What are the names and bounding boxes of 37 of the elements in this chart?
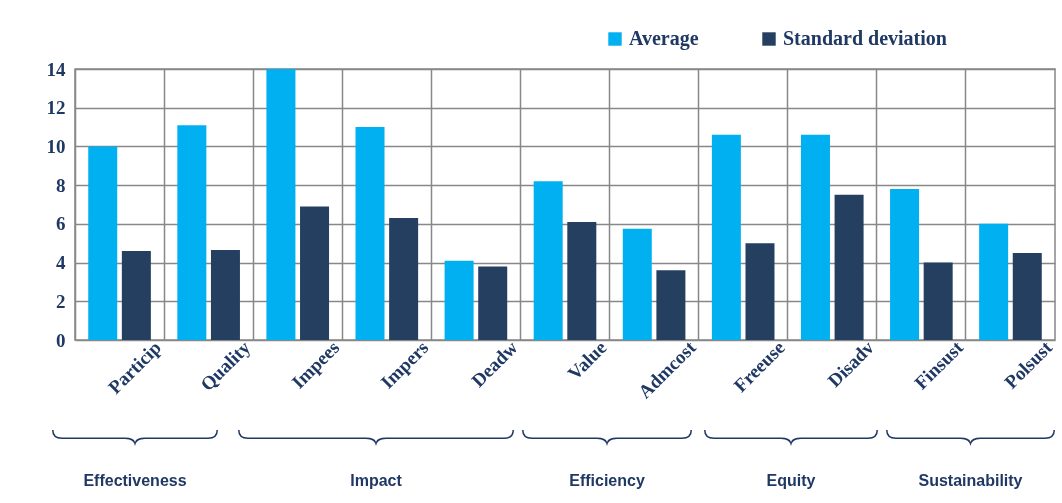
text: Sustainability <box>918 472 1023 490</box>
legend-label: Average <box>629 27 699 50</box>
y-tick-label: 0 <box>56 329 66 351</box>
text: Impact <box>350 472 402 490</box>
bar <box>533 181 563 340</box>
bar <box>923 262 953 340</box>
y-tick-label: 10 <box>46 135 66 157</box>
bar <box>890 189 920 340</box>
bar <box>800 134 830 340</box>
y-tick-label: 12 <box>46 97 66 119</box>
bar <box>210 249 240 340</box>
bar <box>745 243 775 340</box>
bar <box>121 250 151 340</box>
bar <box>834 194 864 340</box>
bar <box>88 146 118 340</box>
bar <box>711 134 741 340</box>
y-tick-label: 2 <box>56 290 66 312</box>
bar <box>355 127 385 340</box>
bar <box>444 260 474 340</box>
bar <box>567 221 597 340</box>
bar <box>656 270 686 340</box>
bar <box>266 69 296 340</box>
bar <box>389 218 419 340</box>
bar <box>1012 252 1042 340</box>
y-tick-label: 14 <box>46 58 66 80</box>
bar <box>478 266 508 340</box>
text: Efficiency <box>569 472 645 490</box>
text: Effectiveness <box>83 472 187 490</box>
y-tick-label: 6 <box>56 213 66 235</box>
y-tick-label: 8 <box>56 174 66 196</box>
text: Equity <box>766 472 816 490</box>
bar <box>622 228 652 340</box>
y-tick-label: 4 <box>56 252 66 274</box>
bar <box>177 125 207 340</box>
legend-label: Standard deviation <box>783 27 947 49</box>
bar <box>979 223 1009 340</box>
bar <box>300 206 330 340</box>
